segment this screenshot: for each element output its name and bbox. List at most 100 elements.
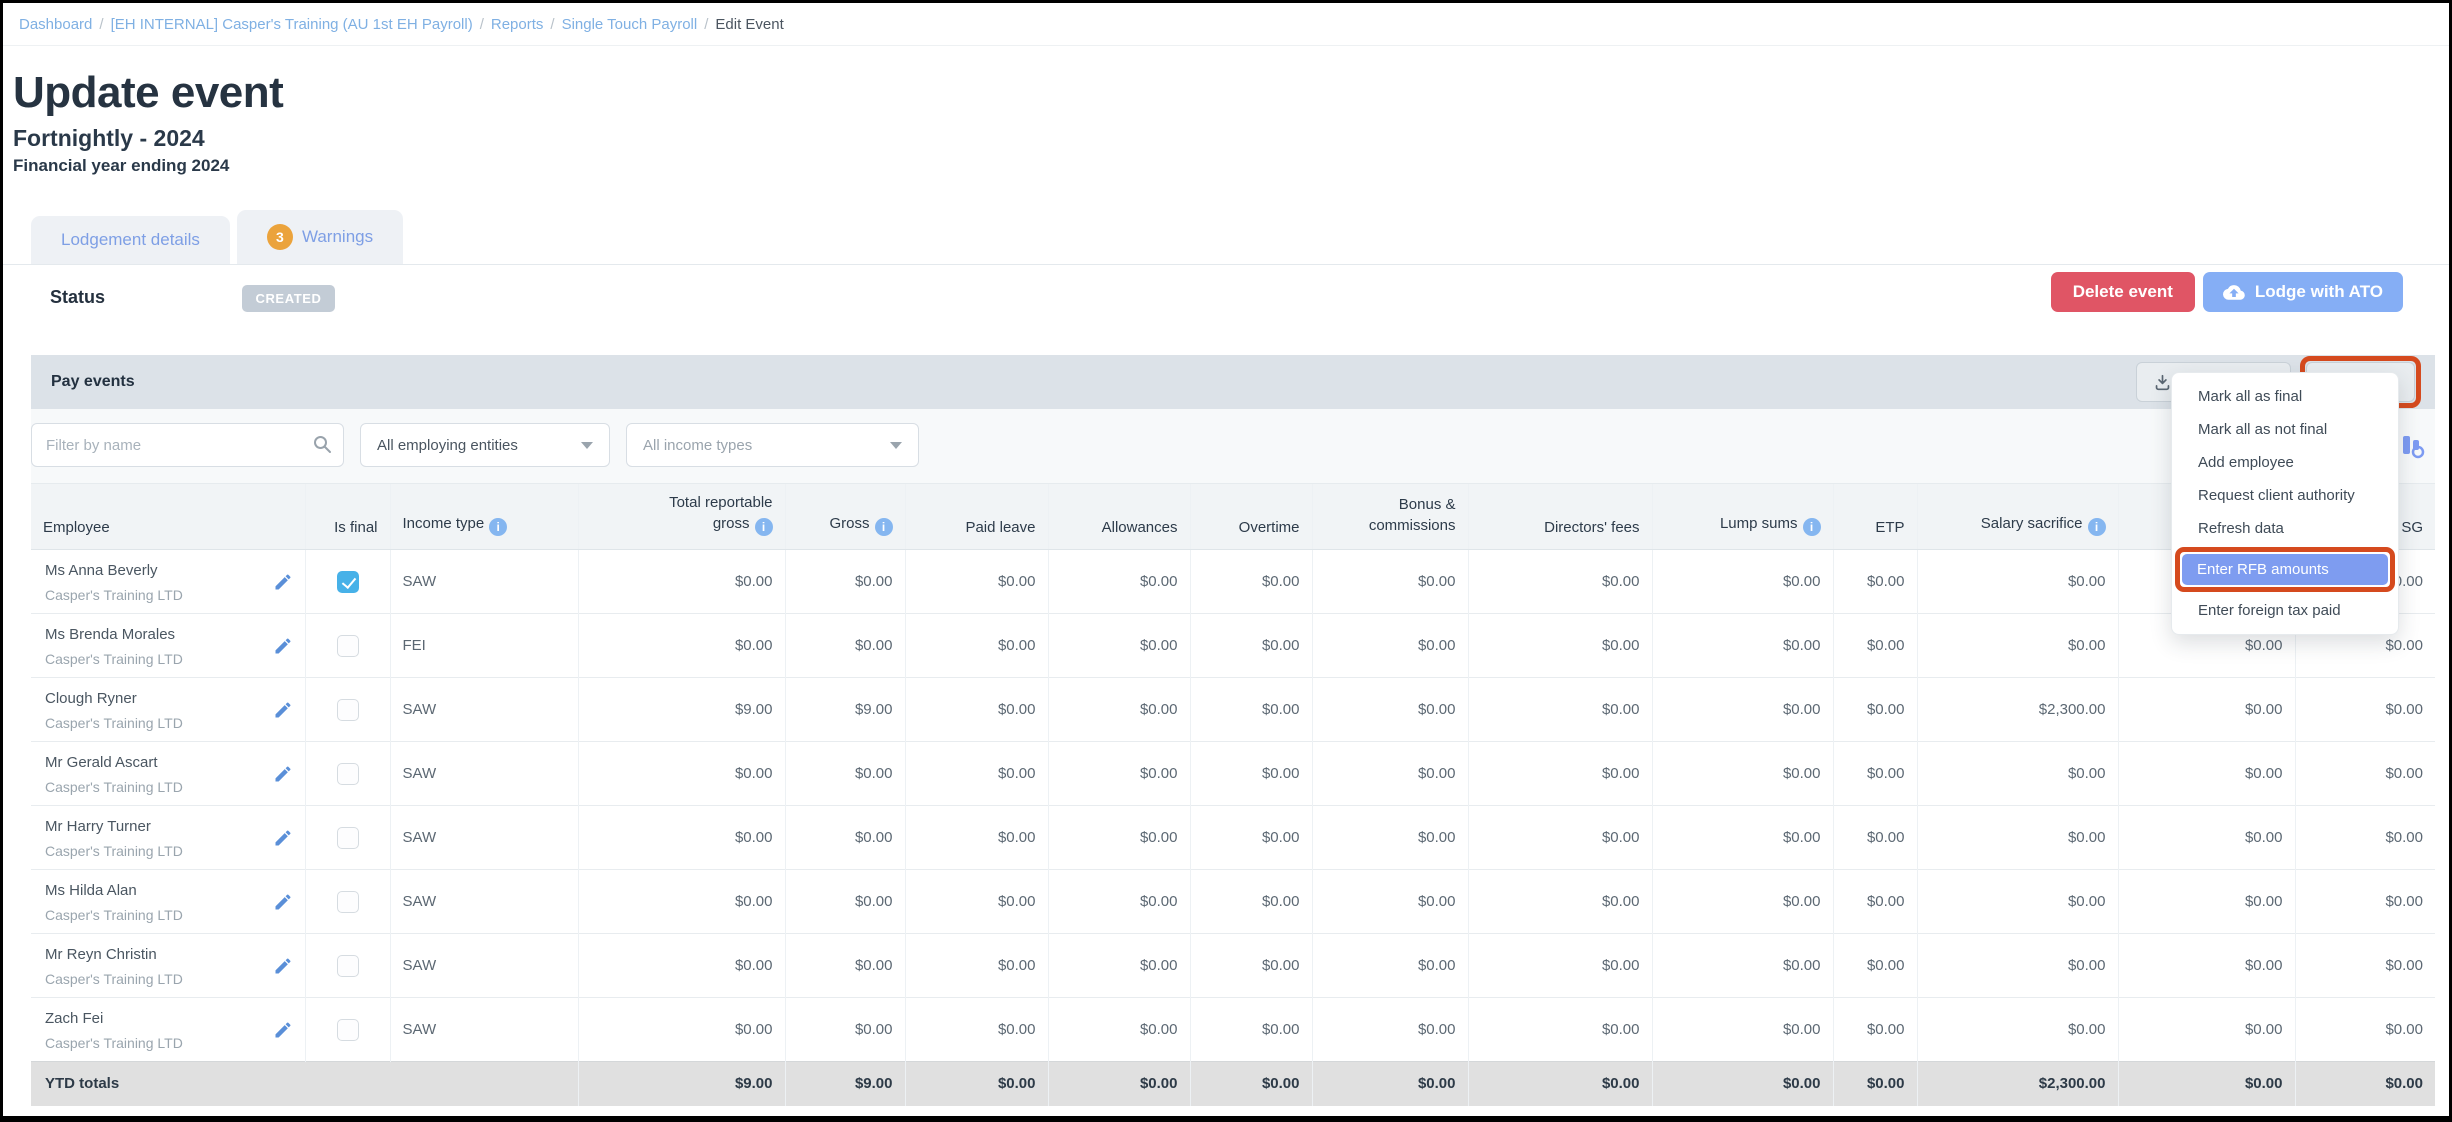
- lodge-with-ato-button[interactable]: Lodge with ATO: [2203, 272, 2403, 312]
- amount-cell-hidden: $0.00: [2118, 678, 2295, 742]
- amount-cell-hidden: $0.00: [2118, 742, 2295, 806]
- info-icon[interactable]: i: [2088, 518, 2106, 536]
- menu-item-enter-rfb-amounts[interactable]: Enter RFB amounts: [2182, 554, 2388, 585]
- tab-label: Warnings: [302, 227, 373, 247]
- column-header-label: SG: [2401, 519, 2423, 536]
- menu-item-mark-all-as-not-final[interactable]: Mark all as not final: [2172, 413, 2398, 446]
- amount-cell-allowances: $0.00: [1048, 614, 1190, 678]
- is-final-checkbox[interactable]: [337, 699, 359, 721]
- amount-cell-etp: $0.00: [1833, 870, 1917, 934]
- amount-cell-lump-sums: $0.00: [1652, 678, 1833, 742]
- employee-company: Casper's Training LTD: [45, 971, 305, 987]
- status-badge: CREATED: [242, 285, 334, 312]
- edit-employee-icon[interactable]: [273, 572, 293, 592]
- delete-event-button[interactable]: Delete event: [2051, 272, 2195, 312]
- ytd-total-etp: $0.00: [1833, 1062, 1917, 1106]
- amount-cell-sg: $0.00: [2295, 998, 2435, 1062]
- amount-cell-sg: $0.00: [2295, 934, 2435, 998]
- edit-employee-icon[interactable]: [273, 828, 293, 848]
- amount-cell-hidden: $0.00: [2118, 870, 2295, 934]
- amount-cell-bonus-commissions: $0.00: [1312, 678, 1468, 742]
- income-type-cell: SAW: [390, 550, 578, 614]
- breadcrumb-link-dashboard[interactable]: Dashboard: [19, 16, 92, 33]
- amount-cell-paid-leave: $0.00: [905, 614, 1048, 678]
- menu-item-enter-foreign-tax-paid[interactable]: Enter foreign tax paid: [2172, 594, 2398, 627]
- is-final-cell: [305, 934, 390, 998]
- breadcrumb-link-reports[interactable]: Reports: [491, 16, 544, 33]
- amount-cell-gross: $0.00: [785, 934, 905, 998]
- info-icon[interactable]: i: [1803, 518, 1821, 536]
- amount-cell-bonus-commissions: $0.00: [1312, 742, 1468, 806]
- column-header-label: ETP: [1875, 519, 1904, 536]
- amount-cell-allowances: $0.00: [1048, 998, 1190, 1062]
- lodge-with-ato-label: Lodge with ATO: [2255, 282, 2383, 302]
- amount-cell-allowances: $0.00: [1048, 934, 1190, 998]
- amount-cell-paid-leave: $0.00: [905, 550, 1048, 614]
- employee-company: Casper's Training LTD: [45, 715, 305, 731]
- tab-label: Lodgement details: [61, 230, 200, 250]
- income-types-select[interactable]: All income types: [626, 423, 919, 467]
- column-header-label: Paid leave: [965, 519, 1035, 536]
- amount-cell-lump-sums: $0.00: [1652, 870, 1833, 934]
- is-final-cell: [305, 998, 390, 1062]
- employing-entities-select[interactable]: All employing entities: [360, 423, 610, 467]
- ytd-totals-label: YTD totals: [31, 1062, 578, 1106]
- menu-item-mark-all-as-final[interactable]: Mark all as final: [2172, 380, 2398, 413]
- edit-employee-icon[interactable]: [273, 892, 293, 912]
- edit-employee-icon[interactable]: [273, 700, 293, 720]
- menu-item-refresh-data[interactable]: Refresh data: [2172, 512, 2398, 545]
- breadcrumb-link-single-touch-payroll[interactable]: Single Touch Payroll: [562, 16, 698, 33]
- is-final-checkbox[interactable]: [337, 763, 359, 785]
- column-header-label: Total reportable grossi: [645, 492, 773, 537]
- edit-employee-icon[interactable]: [273, 636, 293, 656]
- edit-employee-icon[interactable]: [273, 764, 293, 784]
- column-settings-icon[interactable]: [2397, 430, 2427, 460]
- amount-cell-etp: $0.00: [1833, 934, 1917, 998]
- column-header-salary-sacrifice: Salary sacrificei: [1917, 484, 2118, 550]
- info-icon[interactable]: i: [755, 518, 773, 536]
- is-final-cell: [305, 806, 390, 870]
- is-final-cell: [305, 550, 390, 614]
- amount-cell-total-reportable-gross: $0.00: [578, 550, 785, 614]
- column-header-income-type: Income typei: [390, 484, 578, 550]
- employee-name: Mr Reyn Christin: [45, 945, 305, 964]
- search-icon: [312, 434, 332, 454]
- info-icon[interactable]: i: [489, 518, 507, 536]
- menu-item-annotation: Enter RFB amounts: [2175, 547, 2395, 592]
- employee-name: Zach Fei: [45, 1009, 305, 1028]
- amount-cell-overtime: $0.00: [1190, 678, 1312, 742]
- filter-by-name-input[interactable]: [31, 423, 344, 467]
- amount-cell-paid-leave: $0.00: [905, 870, 1048, 934]
- is-final-checkbox[interactable]: [337, 827, 359, 849]
- employee-company: Casper's Training LTD: [45, 907, 305, 923]
- tab-warnings[interactable]: 3Warnings: [237, 210, 403, 264]
- ytd-total-paid-leave: $0.00: [905, 1062, 1048, 1106]
- menu-item-request-client-authority[interactable]: Request client authority: [2172, 479, 2398, 512]
- is-final-checkbox[interactable]: [337, 635, 359, 657]
- amount-cell-allowances: $0.00: [1048, 550, 1190, 614]
- column-header-label: Lump sums: [1720, 515, 1798, 532]
- employee-cell: Zach FeiCasper's Training LTD: [31, 998, 305, 1062]
- breadcrumb: Dashboard/[EH INTERNAL] Casper's Trainin…: [3, 3, 2449, 46]
- table-header-row: EmployeeIs finalIncome typeiTotal report…: [31, 484, 2435, 550]
- tab-lodgement-details[interactable]: Lodgement details: [31, 216, 230, 264]
- info-icon[interactable]: i: [875, 518, 893, 536]
- breadcrumb-link-eh-internal-casper-s-training-au-1st-eh-payroll[interactable]: [EH INTERNAL] Casper's Training (AU 1st …: [111, 16, 473, 33]
- amount-cell-bonus-commissions: $0.00: [1312, 806, 1468, 870]
- is-final-checkbox[interactable]: [337, 1019, 359, 1041]
- menu-item-add-employee[interactable]: Add employee: [2172, 446, 2398, 479]
- download-icon: [2154, 374, 2171, 391]
- column-header-gross: Grossi: [785, 484, 905, 550]
- column-header-overtime: Overtime: [1190, 484, 1312, 550]
- amount-cell-allowances: $0.00: [1048, 870, 1190, 934]
- is-final-checkbox[interactable]: [337, 571, 359, 593]
- is-final-checkbox[interactable]: [337, 891, 359, 913]
- is-final-checkbox[interactable]: [337, 955, 359, 977]
- edit-employee-icon[interactable]: [273, 1020, 293, 1040]
- column-header-employee: Employee: [31, 484, 305, 550]
- income-type-cell: SAW: [390, 934, 578, 998]
- edit-employee-icon[interactable]: [273, 956, 293, 976]
- amount-cell-directors-fees: $0.00: [1468, 870, 1652, 934]
- cloud-upload-icon: [2223, 284, 2245, 300]
- employee-name: Clough Ryner: [45, 689, 305, 708]
